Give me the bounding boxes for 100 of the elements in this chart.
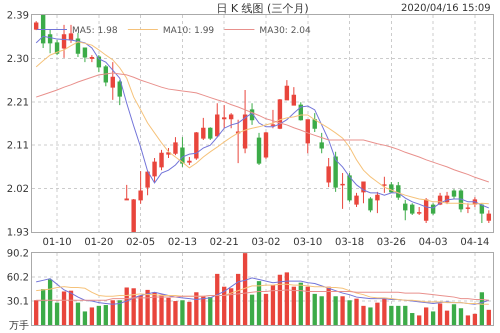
bar (110, 300, 115, 325)
bar (375, 302, 380, 325)
y-tick-label: 30.1 (6, 296, 29, 308)
bar (382, 298, 387, 325)
bar (333, 296, 338, 325)
candlestick (40, 15, 46, 49)
candlestick (242, 90, 248, 154)
bar (264, 294, 268, 325)
candlestick (292, 86, 296, 106)
bar (82, 311, 88, 325)
candlestick (278, 98, 282, 130)
bar (417, 315, 422, 325)
bar (458, 308, 464, 325)
y-tick-label: 万手 (9, 320, 29, 332)
candlestick (82, 48, 88, 63)
candlestick (403, 199, 408, 221)
bar (236, 274, 240, 325)
candlestick (187, 156, 192, 166)
bar (40, 289, 46, 325)
bar (180, 300, 185, 325)
bar (48, 280, 52, 325)
candlestick (68, 24, 74, 44)
bar (173, 301, 178, 325)
candlestick (90, 54, 94, 63)
candlestick (368, 196, 373, 213)
x-tick-label: 02-05 (126, 237, 156, 248)
bar (250, 294, 254, 325)
x-tick-label: 02-21 (210, 237, 239, 248)
candlestick (319, 132, 324, 154)
bar (118, 300, 122, 325)
bar (298, 282, 303, 325)
candlestick (152, 157, 157, 182)
y-tick-label: 2.02 (6, 184, 29, 196)
candlestick (54, 40, 60, 56)
bar (34, 300, 38, 325)
candlestick (354, 192, 359, 208)
candlestick (215, 102, 220, 138)
bar (284, 272, 290, 325)
bar (347, 300, 352, 325)
bar (124, 287, 129, 325)
bar (306, 286, 310, 325)
legend-label: MA5: 1.98 (72, 26, 118, 36)
candlestick (312, 112, 317, 132)
legend-label: MA30: 2.04 (259, 26, 312, 36)
bar (480, 292, 484, 325)
text: 2020/04/16 15:09 (401, 3, 491, 14)
bar (166, 298, 171, 325)
candlestick (96, 54, 102, 73)
bar (76, 302, 80, 325)
y-tick-label: 90.2 (6, 248, 29, 260)
candlestick (104, 64, 108, 87)
bar (320, 296, 324, 325)
bar (229, 288, 234, 325)
line-series (36, 72, 490, 182)
x-tick-label: 03-18 (335, 237, 364, 248)
candlestick (118, 80, 122, 106)
y-tick-label: 1.93 (6, 228, 29, 238)
candlestick (256, 132, 262, 166)
candlestick (194, 131, 199, 160)
candlestick (284, 80, 290, 100)
x-tick-label: 01-10 (42, 237, 72, 248)
bar (368, 307, 373, 325)
candlestick (486, 210, 492, 224)
legend-label: MA10: 1.99 (162, 26, 214, 36)
bar (96, 306, 102, 325)
bar (452, 304, 456, 325)
bar (444, 310, 450, 325)
candlestick (236, 119, 240, 164)
line-series (36, 284, 490, 305)
bar (361, 306, 366, 325)
bar (396, 306, 400, 325)
candlestick (138, 170, 143, 204)
bar (424, 307, 428, 325)
bar (208, 297, 212, 325)
bar (326, 286, 331, 325)
bar (340, 296, 345, 325)
candlestick (131, 198, 136, 232)
bar (201, 296, 206, 325)
candlestick (340, 172, 345, 210)
bar (312, 294, 317, 325)
x-tick-label: 03-02 (251, 237, 281, 248)
candlestick (222, 104, 226, 129)
candlestick (145, 170, 150, 196)
bar (403, 306, 408, 325)
y-tick-label: 60.2 (6, 272, 29, 284)
bar (410, 313, 414, 325)
candlestick (410, 202, 414, 216)
chart-title: 日 K 线图 (三个月) (216, 2, 309, 15)
bar (62, 291, 66, 325)
candlestick (159, 149, 164, 171)
candlestick (375, 191, 380, 214)
candlestick (124, 184, 129, 200)
bar (132, 288, 136, 325)
bar (486, 310, 491, 325)
bar (242, 253, 248, 325)
candlestick (480, 202, 484, 224)
x-tick-label: 02-13 (168, 237, 197, 248)
candlestick (110, 62, 115, 100)
candlestick (306, 119, 310, 154)
candlestick (424, 198, 428, 224)
